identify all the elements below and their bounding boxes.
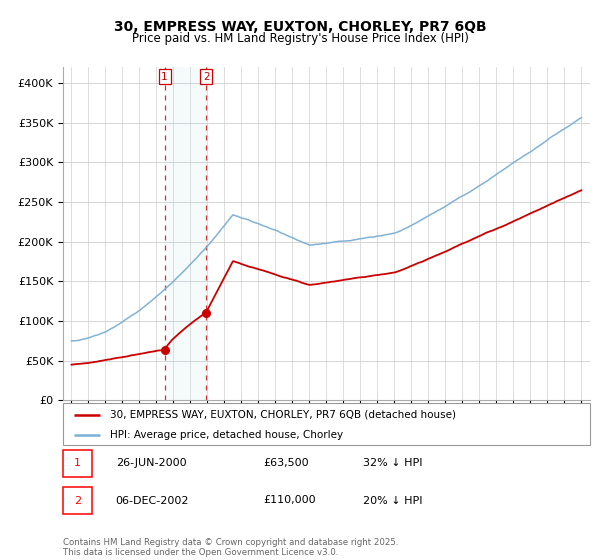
Text: £63,500: £63,500: [263, 459, 309, 468]
Text: 2: 2: [74, 496, 82, 506]
Text: 06-DEC-2002: 06-DEC-2002: [116, 496, 189, 506]
Text: 30, EMPRESS WAY, EUXTON, CHORLEY, PR7 6QB: 30, EMPRESS WAY, EUXTON, CHORLEY, PR7 6Q…: [113, 20, 487, 34]
Text: 30, EMPRESS WAY, EUXTON, CHORLEY, PR7 6QB (detached house): 30, EMPRESS WAY, EUXTON, CHORLEY, PR7 6Q…: [110, 410, 457, 420]
Text: £110,000: £110,000: [263, 496, 316, 506]
Bar: [63, 450, 92, 477]
Text: 1: 1: [161, 72, 168, 82]
Text: Price paid vs. HM Land Registry's House Price Index (HPI): Price paid vs. HM Land Registry's House …: [131, 32, 469, 45]
Text: 32% ↓ HPI: 32% ↓ HPI: [363, 459, 423, 468]
Text: Contains HM Land Registry data © Crown copyright and database right 2025.
This d: Contains HM Land Registry data © Crown c…: [63, 538, 398, 557]
Text: 2: 2: [203, 72, 209, 82]
Bar: [63, 487, 92, 514]
Text: 1: 1: [74, 459, 81, 468]
Text: 26-JUN-2000: 26-JUN-2000: [116, 459, 187, 468]
Text: 20% ↓ HPI: 20% ↓ HPI: [363, 496, 423, 506]
Bar: [164, 67, 206, 400]
Text: HPI: Average price, detached house, Chorley: HPI: Average price, detached house, Chor…: [110, 430, 344, 440]
